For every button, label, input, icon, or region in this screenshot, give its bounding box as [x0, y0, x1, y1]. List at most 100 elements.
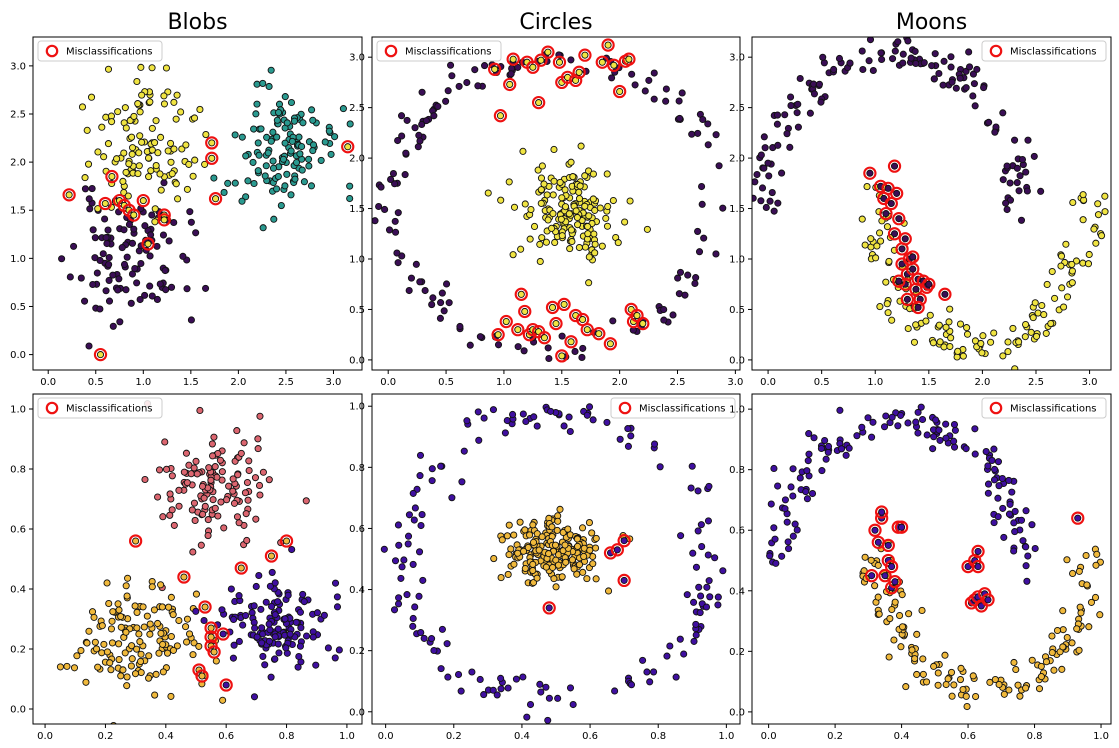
data-point	[284, 591, 292, 599]
data-point	[530, 222, 539, 231]
data-point	[662, 97, 670, 105]
data-point	[169, 646, 177, 654]
data-point	[229, 487, 237, 495]
data-point	[947, 334, 955, 342]
x-tick-label: 1.0	[718, 731, 734, 742]
data-point	[639, 320, 647, 328]
data-point	[1068, 267, 1076, 275]
data-point	[157, 629, 165, 637]
data-point	[96, 305, 104, 313]
misclassification-marker	[888, 575, 902, 589]
data-point	[822, 455, 830, 463]
data-point	[178, 145, 186, 153]
data-point	[895, 277, 903, 285]
data-point	[934, 669, 942, 677]
data-point	[442, 280, 451, 288]
data-point	[942, 420, 950, 428]
data-point	[497, 674, 505, 682]
data-point	[274, 625, 282, 633]
misclassification-marker	[887, 159, 902, 173]
data-point	[676, 635, 684, 643]
legend-marker-icon	[45, 401, 59, 415]
data-point	[1006, 179, 1014, 187]
y-tick-label: 0.2	[10, 645, 26, 656]
data-point	[395, 594, 403, 602]
data-point	[99, 250, 107, 258]
data-point	[104, 140, 112, 148]
data-point	[585, 519, 594, 527]
data-point	[898, 523, 906, 531]
data-point	[564, 525, 572, 533]
data-point	[521, 200, 529, 208]
data-point	[882, 210, 890, 218]
data-point	[128, 655, 136, 663]
data-point	[542, 563, 550, 571]
data-point	[690, 637, 698, 645]
data-point	[139, 197, 147, 205]
data-point	[770, 524, 778, 532]
y-tick-label: 0.2	[729, 647, 745, 658]
data-point	[157, 186, 165, 194]
misclassification-marker	[264, 549, 279, 563]
data-point	[704, 120, 712, 128]
data-point	[517, 245, 525, 253]
data-point	[394, 521, 402, 529]
data-point	[102, 113, 110, 121]
data-point	[254, 445, 262, 453]
data-point	[963, 324, 971, 332]
data-point	[627, 681, 636, 689]
misclassification-marker	[491, 328, 505, 342]
data-point	[70, 664, 79, 672]
data-point	[394, 209, 402, 217]
data-point	[141, 291, 149, 299]
data-point	[207, 476, 215, 484]
data-point	[204, 532, 212, 540]
data-point	[573, 535, 581, 543]
misclassification-marker	[868, 523, 882, 537]
data-point	[262, 162, 270, 170]
misclassification-marker	[141, 237, 155, 251]
data-point	[579, 568, 587, 576]
data-point	[394, 600, 403, 608]
data-point	[480, 414, 488, 422]
data-point	[537, 56, 545, 64]
data-point	[395, 541, 403, 549]
data-point	[263, 133, 271, 141]
data-point	[883, 223, 891, 231]
data-point	[521, 307, 529, 316]
data-point	[1090, 225, 1098, 233]
data-point	[876, 303, 884, 311]
data-point	[416, 278, 424, 286]
data-point	[497, 574, 505, 582]
data-point	[489, 406, 497, 414]
y-tick-label: 0.8	[349, 463, 365, 474]
data-point	[180, 468, 188, 476]
data-point	[998, 474, 1006, 483]
data-point	[536, 257, 544, 266]
legend-marker-icon	[618, 401, 632, 415]
data-point	[994, 458, 1003, 466]
data-point	[805, 450, 813, 458]
data-point	[697, 521, 705, 529]
data-point	[162, 64, 170, 72]
y-tick-label: 1.5	[729, 204, 745, 215]
legend-box	[376, 40, 502, 62]
data-point	[442, 97, 450, 105]
data-point	[295, 133, 303, 141]
data-point	[1028, 521, 1036, 529]
data-point	[766, 197, 774, 205]
data-point	[824, 442, 833, 451]
data-point	[842, 451, 850, 459]
data-point	[241, 489, 249, 497]
data-point	[266, 582, 274, 590]
data-point	[547, 407, 555, 415]
data-point	[403, 591, 411, 599]
data-point	[991, 128, 999, 136]
data-point	[312, 661, 320, 669]
data-point	[296, 608, 304, 616]
data-point	[589, 416, 597, 424]
data-point	[956, 320, 965, 328]
data-point	[1075, 567, 1083, 575]
data-point	[614, 239, 622, 247]
data-point	[950, 443, 959, 451]
